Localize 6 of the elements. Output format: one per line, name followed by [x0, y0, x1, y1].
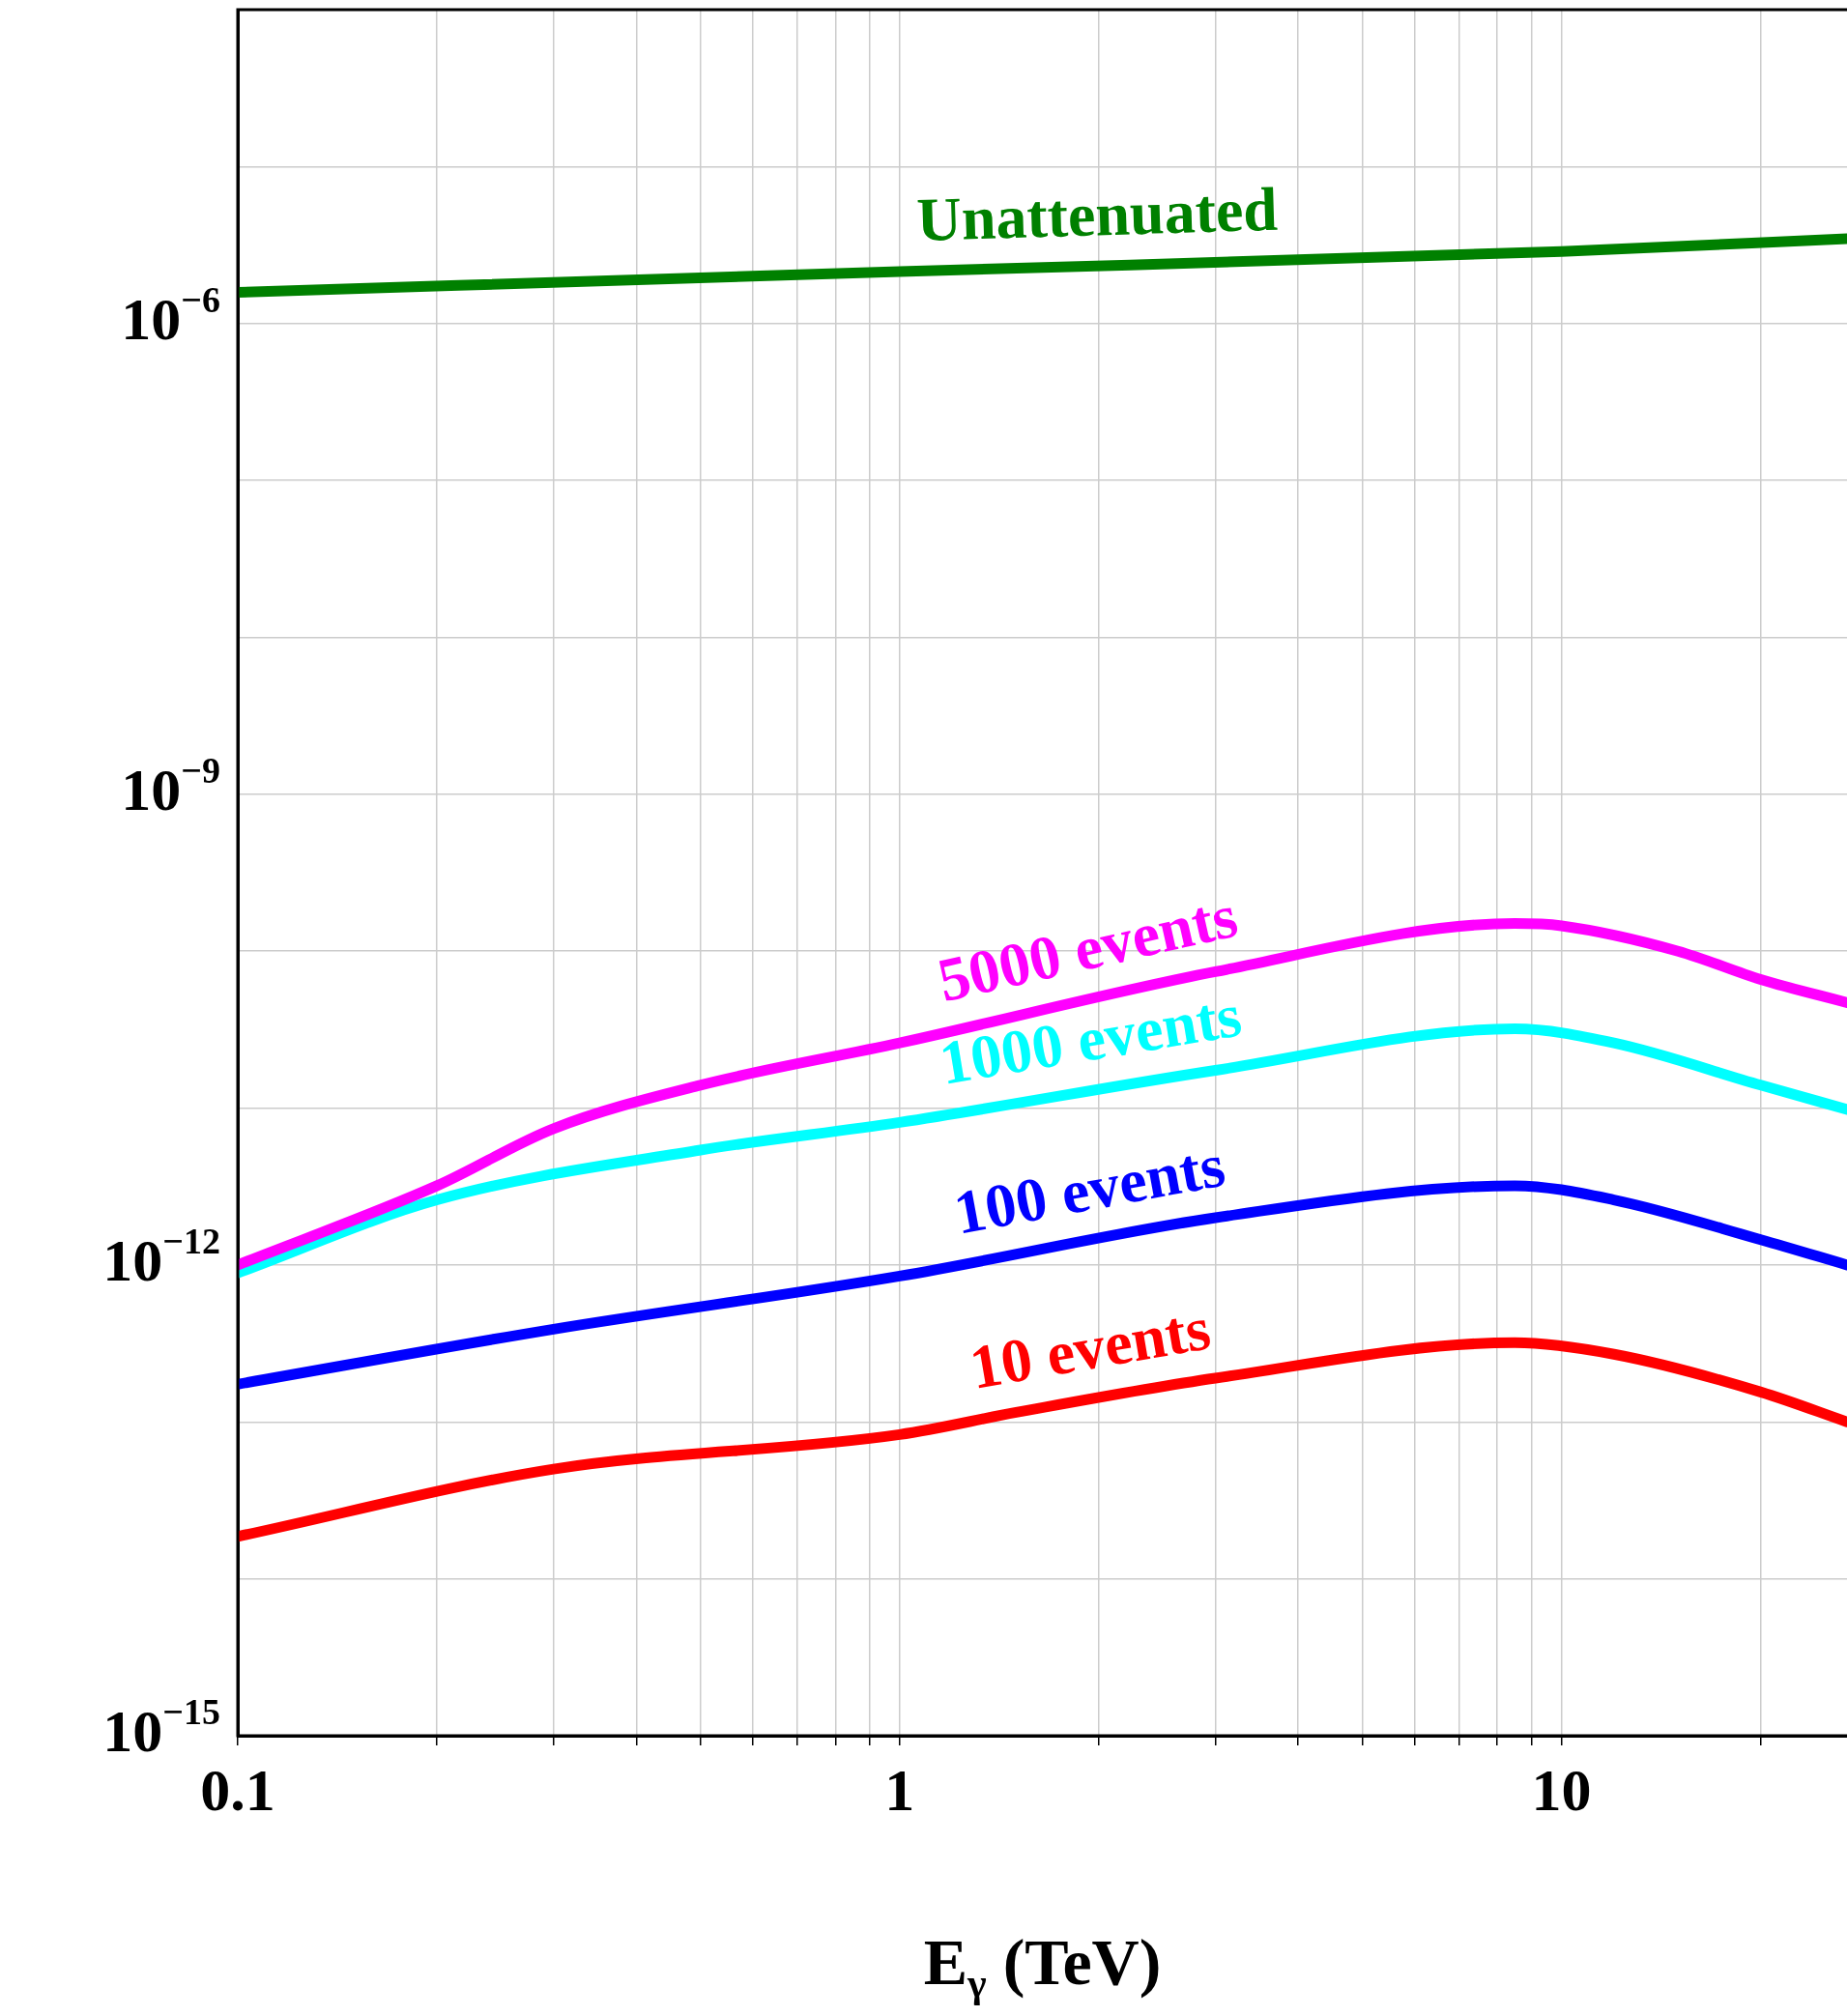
- text: 10 events: [965, 1293, 1216, 1402]
- x-tick-label: 0.1: [200, 1757, 275, 1824]
- x-tick-label: 10: [1531, 1757, 1592, 1824]
- x-tick-label: 1: [884, 1757, 915, 1824]
- series-label: Unattenuated: [915, 174, 1279, 255]
- text: 100 events: [948, 1130, 1230, 1248]
